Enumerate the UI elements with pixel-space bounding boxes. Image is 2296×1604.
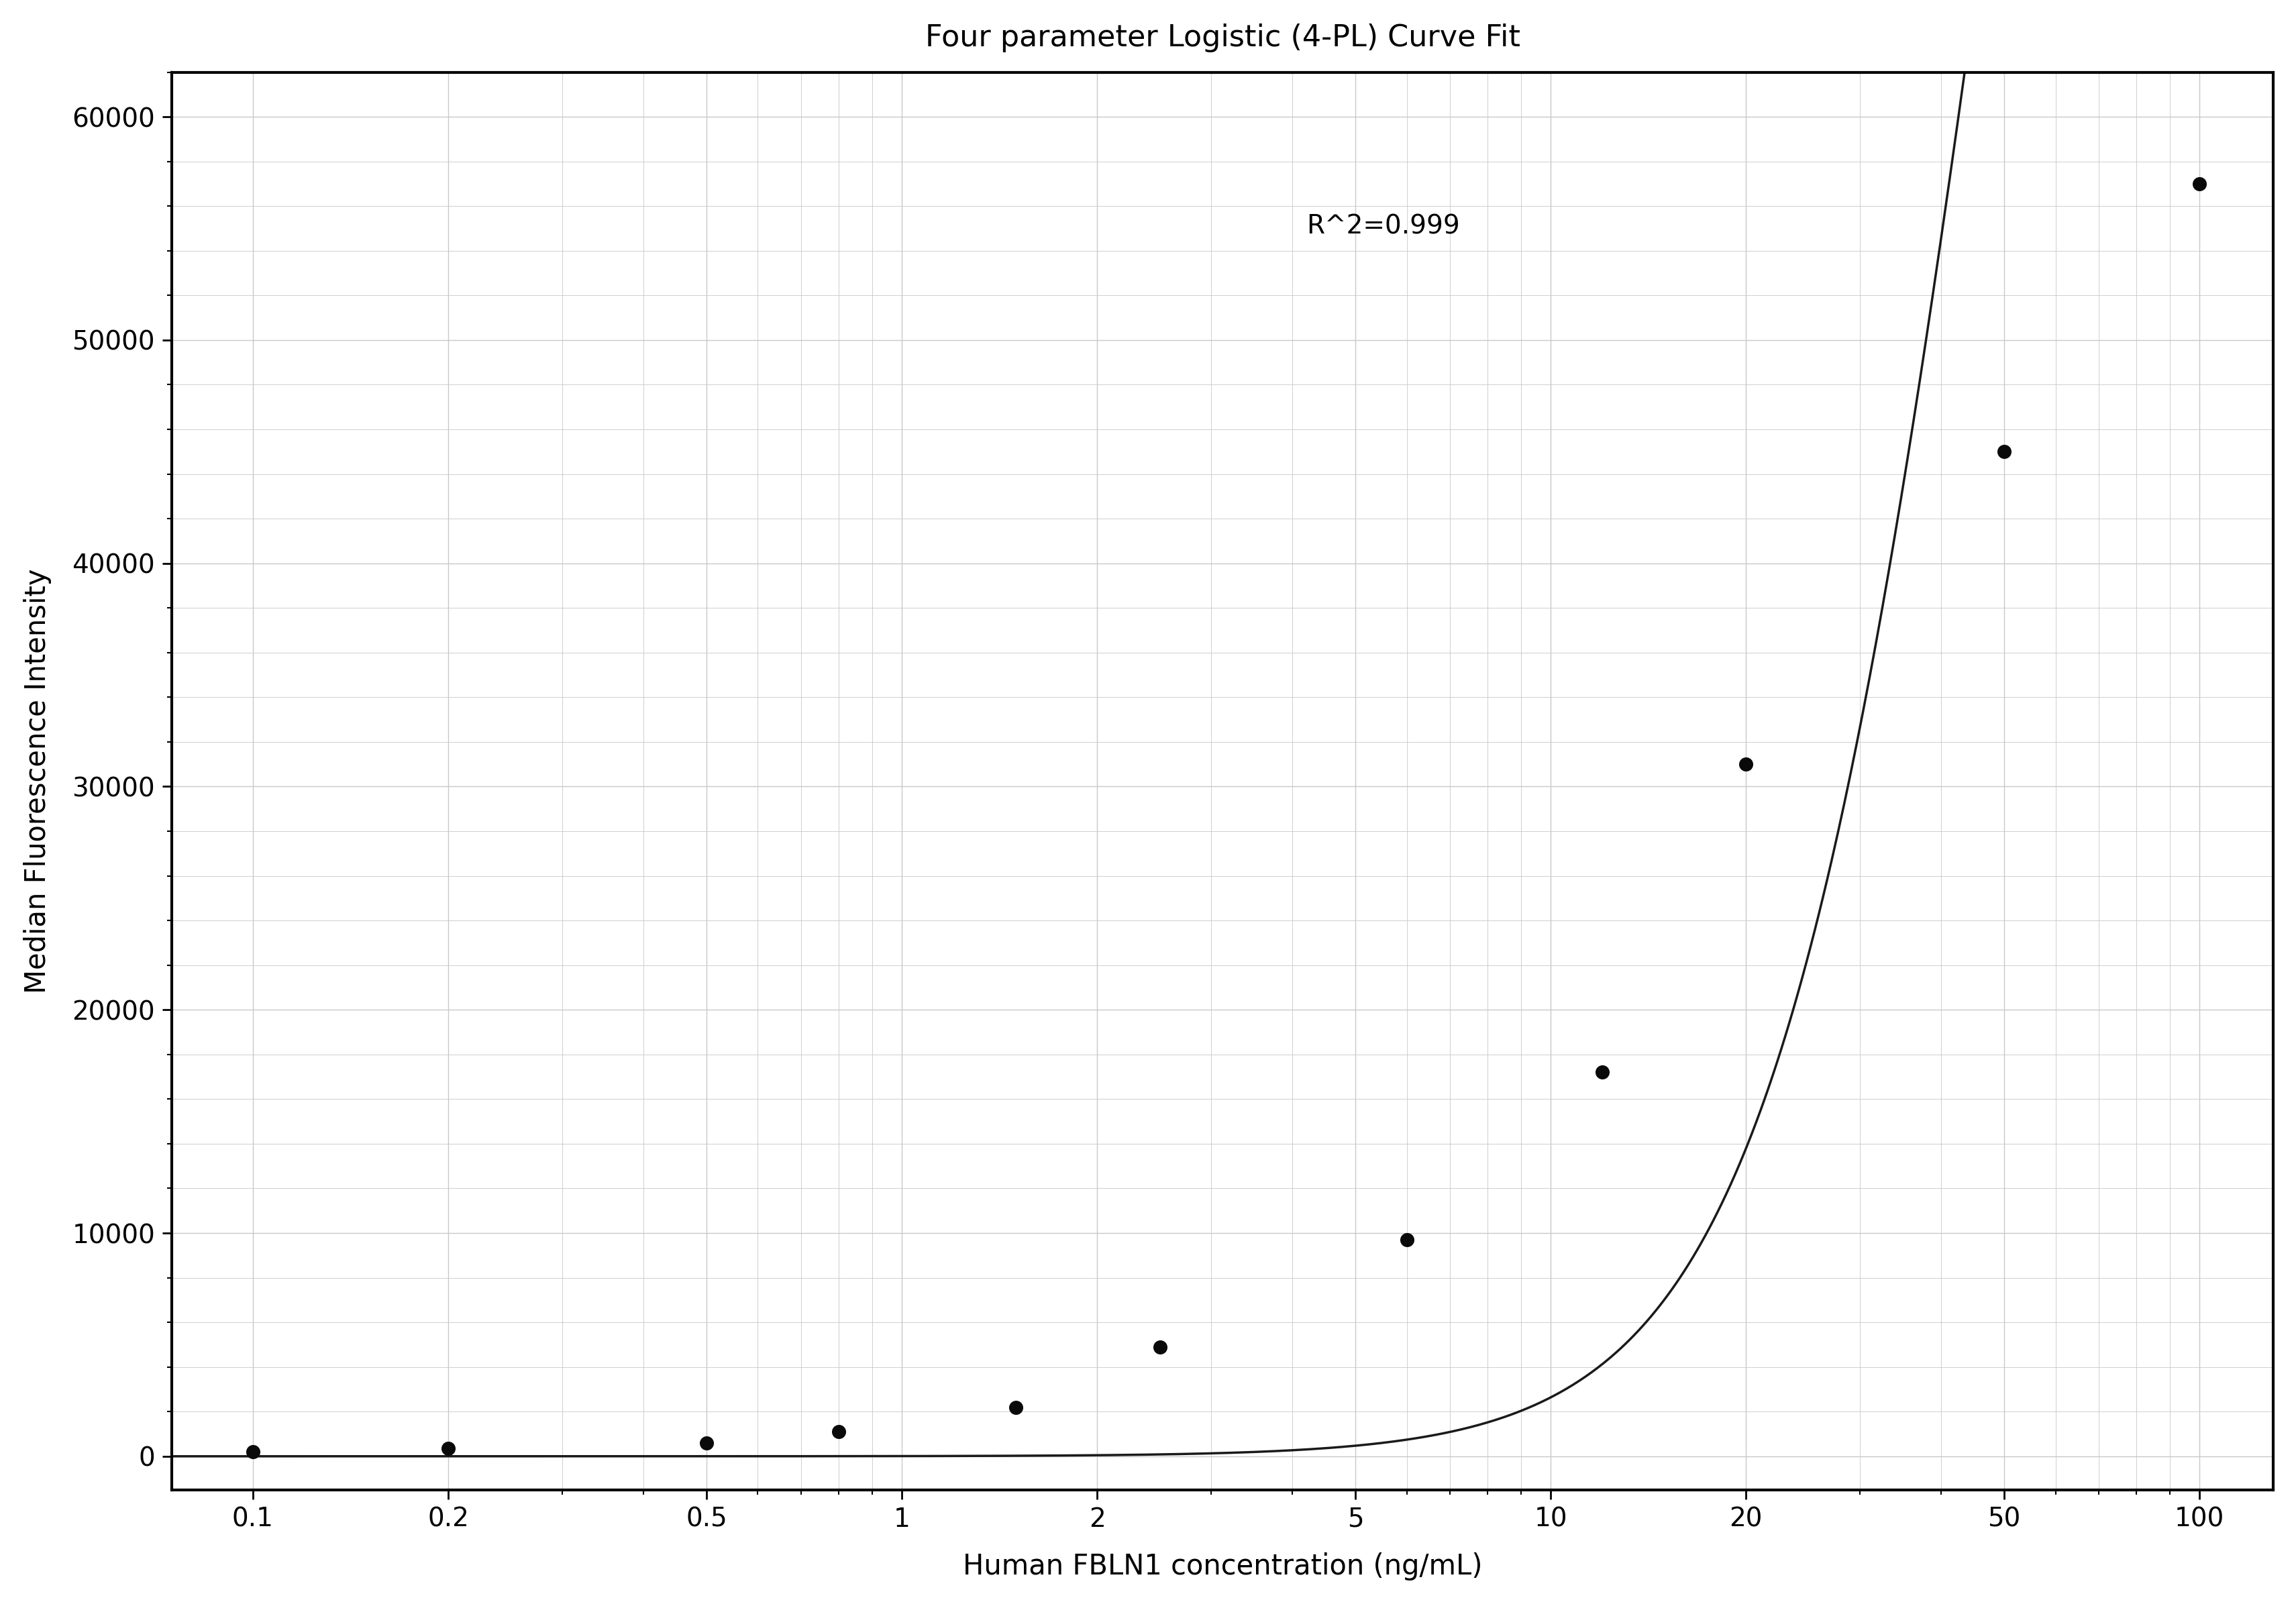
Point	[1584, 1060, 1621, 1086]
Text: R^2=0.999: R^2=0.999	[1306, 213, 1460, 239]
Point	[1141, 1335, 1178, 1360]
Title: Four parameter Logistic (4-PL) Curve Fit: Four parameter Logistic (4-PL) Curve Fit	[925, 24, 1520, 53]
Point	[820, 1420, 856, 1445]
X-axis label: Human FBLN1 concentration (ng/mL): Human FBLN1 concentration (ng/mL)	[962, 1553, 1481, 1580]
Point	[2181, 172, 2218, 197]
Y-axis label: Median Fluorescence Intensity: Median Fluorescence Intensity	[23, 568, 51, 993]
Point	[996, 1394, 1033, 1420]
Point	[1387, 1227, 1424, 1253]
Point	[1727, 751, 1763, 776]
Point	[689, 1431, 726, 1456]
Point	[429, 1436, 466, 1461]
Point	[1986, 439, 2023, 465]
Point	[234, 1439, 271, 1464]
